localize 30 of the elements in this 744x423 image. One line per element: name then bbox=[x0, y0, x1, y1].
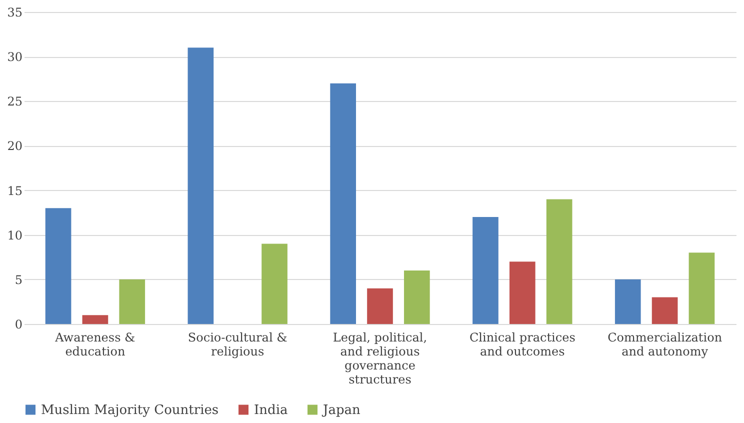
y-tick-label: 20 bbox=[7, 139, 22, 154]
legend-label: India bbox=[254, 402, 288, 418]
y-tick-label: 5 bbox=[14, 272, 22, 287]
y-tick-label: 35 bbox=[7, 6, 22, 20]
bar bbox=[262, 244, 288, 324]
bar bbox=[188, 48, 214, 324]
bar bbox=[119, 279, 146, 324]
bar bbox=[330, 83, 356, 324]
y-tick-label: 0 bbox=[14, 318, 22, 332]
bar bbox=[45, 208, 72, 324]
legend-label: Muslim Majority Countries bbox=[41, 402, 219, 418]
bar bbox=[509, 262, 536, 324]
bar bbox=[614, 279, 641, 324]
x-tick-label: Commercialization and autonomy bbox=[608, 330, 722, 358]
x-tick-label: Legal, political, and religious governance structures bbox=[332, 330, 428, 386]
x-tick-label: Socio-cultural & religious bbox=[188, 330, 288, 358]
x-tick-label: Awareness & education bbox=[54, 330, 136, 358]
y-tick-label: 30 bbox=[7, 50, 22, 64]
bar bbox=[367, 288, 393, 324]
bar bbox=[688, 252, 715, 324]
x-tick-label: Clinical practices and outcomes bbox=[469, 330, 576, 358]
bar bbox=[82, 315, 108, 324]
legend-label: Japan bbox=[321, 402, 362, 418]
y-tick-label: 15 bbox=[7, 184, 22, 198]
bar bbox=[472, 217, 498, 324]
bar bbox=[404, 270, 430, 324]
y-tick-label: 25 bbox=[7, 94, 22, 109]
bar bbox=[546, 199, 572, 324]
bar bbox=[652, 297, 678, 324]
y-tick-label: 10 bbox=[7, 228, 22, 242]
